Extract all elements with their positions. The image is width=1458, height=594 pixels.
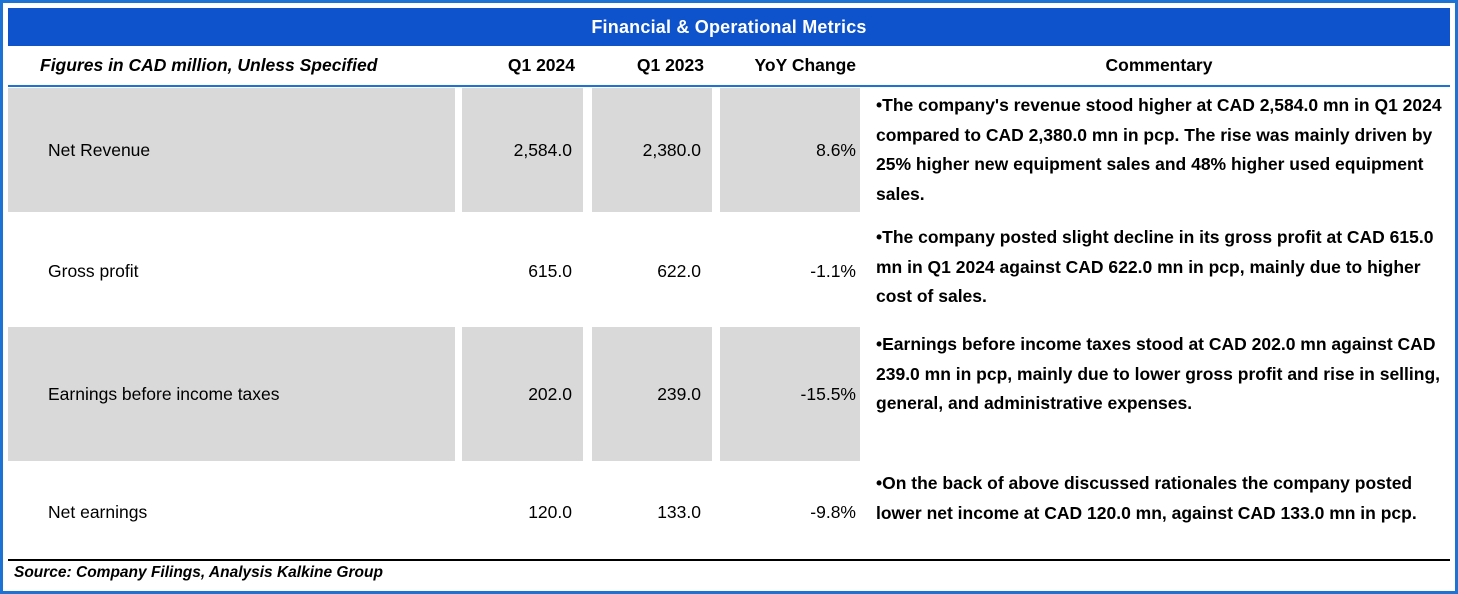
source-note: Source: Company Filings, Analysis Kalkin…	[8, 559, 1450, 587]
value-yoy-change: -1.1%	[810, 260, 856, 281]
header-yoy-change: YoY Change	[754, 55, 856, 75]
source-text: Source: Company Filings, Analysis Kalkin…	[14, 564, 383, 581]
value-q1-2024: 615.0	[528, 260, 572, 281]
value-q1-2023: 239.0	[592, 327, 712, 461]
row-label: Net Revenue	[8, 88, 455, 212]
value-q1-2024: 202.0	[462, 327, 583, 461]
header-commentary: Commentary	[1105, 55, 1213, 75]
table-row-gross-profit: Gross profit 615.0 622.0 -1.1% •The comp…	[8, 220, 1450, 322]
row-label: Net earnings	[48, 501, 148, 522]
commentary-text: •The company's revenue stood higher at C…	[876, 95, 1442, 204]
table-title: Financial & Operational Metrics	[591, 16, 867, 37]
value-q1-2023: 622.0	[657, 260, 701, 281]
value-yoy-change: -9.8%	[810, 501, 856, 522]
header-q1-2023: Q1 2023	[636, 55, 704, 75]
value-yoy-change: 8.6%	[720, 88, 860, 212]
header-q1-2024: Q1 2024	[507, 55, 575, 75]
value-q1-2023: 2,380.0	[592, 88, 712, 212]
commentary-text: •On the back of above discussed rational…	[876, 473, 1417, 523]
commentary-text: •Earnings before income taxes stood at C…	[876, 334, 1441, 413]
row-label: Gross profit	[48, 260, 139, 281]
commentary-text: •The company posted slight decline in it…	[876, 227, 1434, 306]
table-row-earnings-before-taxes: Earnings before income taxes 202.0 239.0…	[8, 327, 1450, 461]
value-yoy-change: -15.5%	[720, 327, 860, 461]
header-figures-label: Figures in CAD million, Unless Specified	[40, 55, 378, 75]
value-q1-2024: 2,584.0	[462, 88, 583, 212]
table-header-row: Figures in CAD million, Unless Specified…	[8, 46, 1450, 87]
table-row-net-revenue: Net Revenue 2,584.0 2,380.0 8.6% •The co…	[8, 88, 1450, 212]
table-row-net-earnings: Net earnings 120.0 133.0 -9.8% •On the b…	[8, 466, 1450, 558]
row-label: Earnings before income taxes	[8, 327, 455, 461]
value-q1-2024: 120.0	[528, 501, 572, 522]
table-title-bar: Financial & Operational Metrics	[8, 8, 1450, 46]
value-q1-2023: 133.0	[657, 501, 701, 522]
